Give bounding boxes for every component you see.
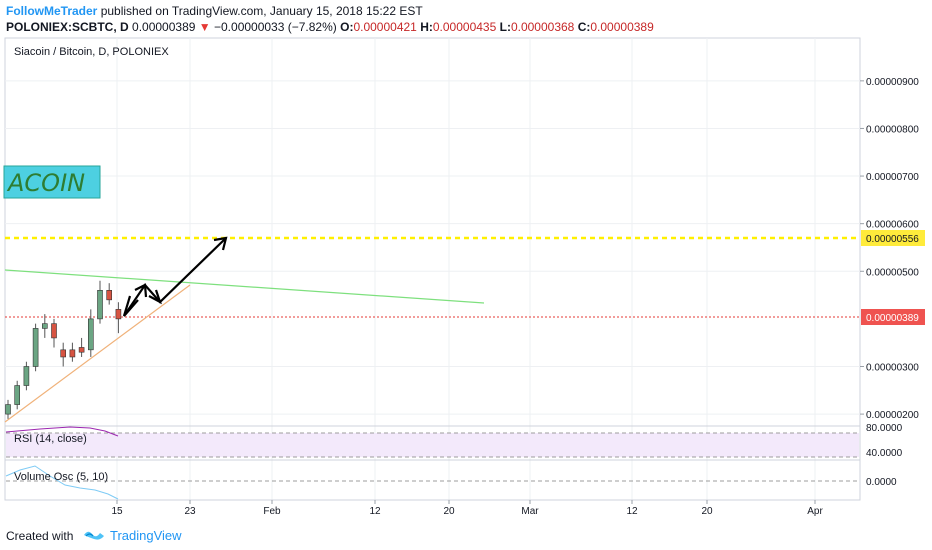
down-arrow-icon: ▼	[198, 20, 211, 34]
time-tick-label: 20	[701, 506, 713, 517]
rsi-tick-40: 40.0000	[866, 448, 903, 459]
arrowhead-top	[134, 283, 148, 298]
price-tick-label: 0.00000700	[866, 172, 919, 183]
created-with-text: Created with	[6, 529, 74, 543]
symbol-label: POLONIEX:SCBTC, D	[6, 20, 129, 34]
grid-lines	[5, 38, 860, 500]
high-value: 0.00000435	[432, 20, 497, 34]
candles	[5, 280, 122, 419]
low-label: L:	[499, 20, 511, 34]
time-tick-label: 23	[184, 506, 196, 517]
osc-line	[5, 465, 119, 500]
main-pane-border	[4, 37, 861, 427]
price-tick-label: 0.00000300	[866, 362, 919, 373]
price-tick-label: 0.00000500	[866, 267, 919, 278]
resistance-price-label: 0.00000556	[866, 234, 919, 245]
time-tick-label: Feb	[263, 506, 281, 517]
candle-body[interactable]	[69, 349, 76, 358]
osc-tick-0: 0.0000	[866, 477, 897, 488]
acoin-text: ACOIN	[6, 169, 85, 197]
resistance-price-tag	[861, 230, 925, 246]
chart-header: FollowMeTrader published on TradingView.…	[6, 3, 926, 35]
last-price-label: 0.00000389	[866, 313, 919, 324]
rsi-band	[6, 433, 859, 457]
volume-osc-pane-border	[4, 459, 861, 501]
tradingview-brand-link[interactable]: TradingView	[110, 528, 182, 543]
candle-body[interactable]	[88, 318, 94, 351]
tradingview-logo-icon[interactable]	[82, 527, 106, 543]
candle-body[interactable]	[5, 404, 11, 415]
close-label: C:	[577, 20, 591, 34]
time-tick-label: Apr	[807, 506, 823, 517]
time-tick-label: 15	[111, 506, 123, 517]
footer: Created with TradingView	[0, 521, 932, 550]
last-price-tag	[861, 309, 925, 325]
price-tick-label: 0.00000800	[866, 124, 919, 135]
chart-title: Siacoin / Bitcoin, D, POLONIEX	[14, 46, 169, 58]
time-tick-label: 12	[369, 506, 381, 517]
high-label: H:	[420, 20, 433, 34]
descending-trendline[interactable]	[4, 269, 485, 304]
candle-body[interactable]	[106, 290, 112, 301]
osc-label: Volume Osc (5, 10)	[14, 471, 108, 483]
projection-path	[123, 237, 227, 317]
candle-body[interactable]	[97, 290, 103, 320]
time-tick-label: 20	[443, 506, 455, 517]
candle-body[interactable]	[14, 385, 20, 405]
rsi-tick-80: 80.0000	[866, 423, 903, 434]
candle-body[interactable]	[60, 349, 67, 358]
open-value: 0.00000421	[353, 20, 417, 34]
published-text: published on TradingView.com, January 15…	[100, 4, 423, 18]
candle-body[interactable]	[78, 347, 85, 353]
open-label: O:	[340, 20, 354, 34]
ohlc-line: POLONIEX:SCBTC, D 0.00000389 ▼ −0.000000…	[6, 19, 926, 35]
price-axis: 0.00000900 0.00000800 0.00000700 0.00000600…	[860, 77, 919, 421]
price-tick-label: 0.00000200	[866, 410, 919, 421]
arrowhead-start	[122, 295, 139, 317]
projection-arrows[interactable]	[122, 236, 228, 317]
price-chart[interactable]: Siacoin / Bitcoin, D, POLONIEX 0.0000090…	[0, 0, 932, 521]
arrowhead-dip	[148, 289, 162, 305]
price-change: −0.00000033 (−7.82%)	[214, 20, 337, 34]
rsi-line	[5, 426, 119, 437]
close-value: 0.00000389	[590, 20, 654, 34]
time-tick-label: 12	[626, 506, 638, 517]
candle-body[interactable]	[41, 323, 48, 329]
candle-body[interactable]	[32, 328, 39, 367]
publish-line: FollowMeTrader published on TradingView.…	[6, 3, 926, 19]
rsi-label: RSI (14, close)	[14, 433, 87, 445]
candle-body[interactable]	[51, 323, 57, 339]
author-link[interactable]: FollowMeTrader	[6, 4, 98, 18]
ascending-support-line[interactable]	[4, 284, 191, 423]
arrowhead-end	[213, 236, 228, 251]
price-tick-label: 0.00000600	[866, 220, 919, 231]
candle-body[interactable]	[23, 366, 30, 386]
candle-body[interactable]	[115, 309, 122, 320]
price-tick-label: 0.00000900	[866, 77, 919, 88]
last-price: 0.00000389	[132, 20, 196, 34]
acoin-box[interactable]	[3, 165, 101, 199]
low-value: 0.00000368	[510, 20, 575, 34]
time-axis: 15 23 Feb 12 20 Mar 12 20 Apr	[111, 500, 823, 517]
time-tick-label: Mar	[521, 506, 539, 517]
